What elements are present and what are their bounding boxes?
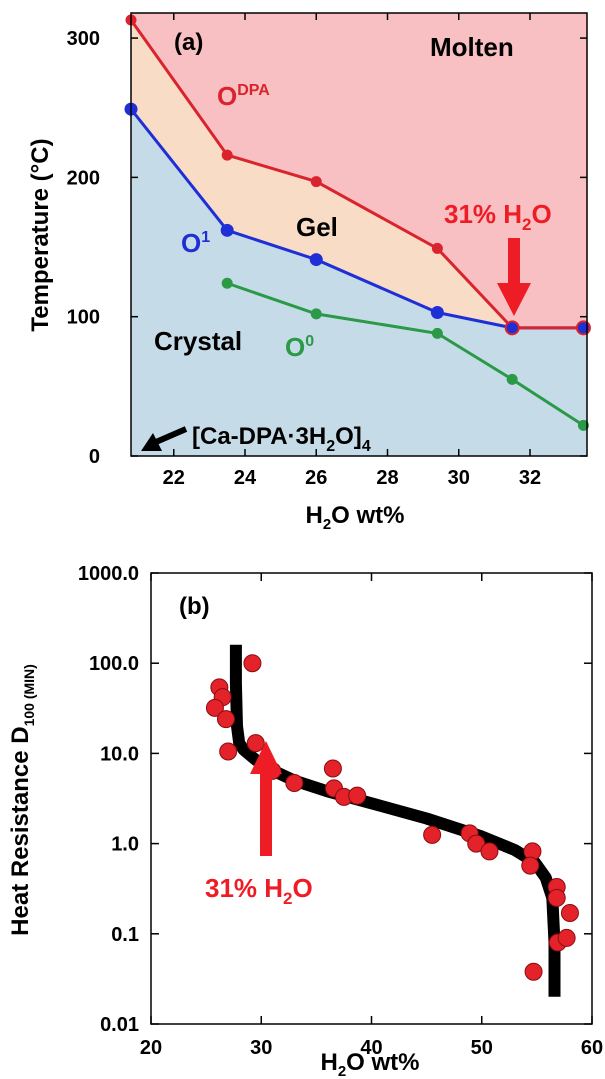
data-point — [324, 760, 341, 777]
data-point — [247, 735, 264, 752]
x-axis-label-b: H2O wt% — [320, 1049, 419, 1079]
marker-o1 — [221, 224, 234, 237]
x-tick-label-a: 22 — [163, 467, 185, 489]
y-tick-label-a: 300 — [67, 28, 100, 50]
data-point — [522, 857, 539, 874]
marker-o1 — [506, 321, 519, 334]
y-tick-label-b: 0.1 — [111, 924, 139, 946]
data-point — [561, 905, 578, 922]
y-tick-label-b: 100.0 — [89, 653, 139, 675]
data-point — [558, 929, 575, 946]
x-tick-label-b: 60 — [581, 1037, 603, 1059]
y-tick-label-b: 1.0 — [111, 834, 139, 856]
marker-o1 — [310, 253, 323, 266]
y-tick-label-a: 100 — [67, 307, 100, 329]
data-point — [349, 787, 366, 804]
annotation-31-h2o-a: 31% H2O — [444, 199, 552, 234]
region-label-gel: Gel — [296, 212, 338, 242]
marker-o0 — [222, 278, 233, 289]
data-point — [525, 963, 542, 980]
x-tick-label-b: 50 — [471, 1037, 493, 1059]
marker-odpa — [222, 150, 233, 161]
y-tick-label-a: 200 — [67, 167, 100, 189]
y-axis-label-a: Temperature (°C) — [27, 138, 54, 331]
data-point — [548, 889, 565, 906]
panel-label-b: (b) — [179, 593, 210, 620]
region-label-molten: Molten — [430, 32, 514, 62]
data-point — [286, 774, 303, 791]
data-point — [220, 743, 237, 760]
x-tick-label-a: 32 — [519, 467, 541, 489]
data-point — [217, 711, 234, 728]
marker-odpa — [311, 176, 322, 187]
marker-o0 — [507, 374, 518, 385]
marker-odpa — [432, 243, 443, 254]
x-tick-label-a: 28 — [376, 467, 398, 489]
x-axis-label-a: H2O wt% — [305, 502, 404, 533]
marker-o1 — [431, 306, 444, 319]
region-label-crystal: Crystal — [154, 326, 242, 356]
data-point — [244, 655, 261, 672]
data-point — [424, 826, 441, 843]
y-tick-label-a: 0 — [89, 446, 100, 468]
annotation-31-h2o-b: 31% H2O — [205, 873, 313, 908]
x-tick-label-a: 24 — [234, 467, 257, 489]
marker-o0 — [432, 328, 443, 339]
panel-label-a: (a) — [174, 29, 203, 56]
panel-a: 22 24 26 28 30 32 0 100 200 300 (a) Molten Gel Cr… — [27, 13, 590, 533]
marker-o1 — [577, 321, 590, 334]
x-tick-label-b: 20 — [140, 1037, 162, 1059]
y-tick-label-b: 1000.0 — [78, 563, 139, 585]
x-tick-label-a: 30 — [448, 467, 470, 489]
x-tick-label-b: 30 — [250, 1037, 272, 1059]
data-point — [481, 843, 498, 860]
y-tick-label-b: 0.01 — [100, 1014, 139, 1036]
marker-o0 — [311, 308, 322, 319]
x-tick-label-a: 26 — [305, 467, 327, 489]
y-axis-label-b: Heat Resistance D100 (MIN) — [7, 664, 37, 936]
y-tick-label-b: 10.0 — [100, 743, 139, 765]
